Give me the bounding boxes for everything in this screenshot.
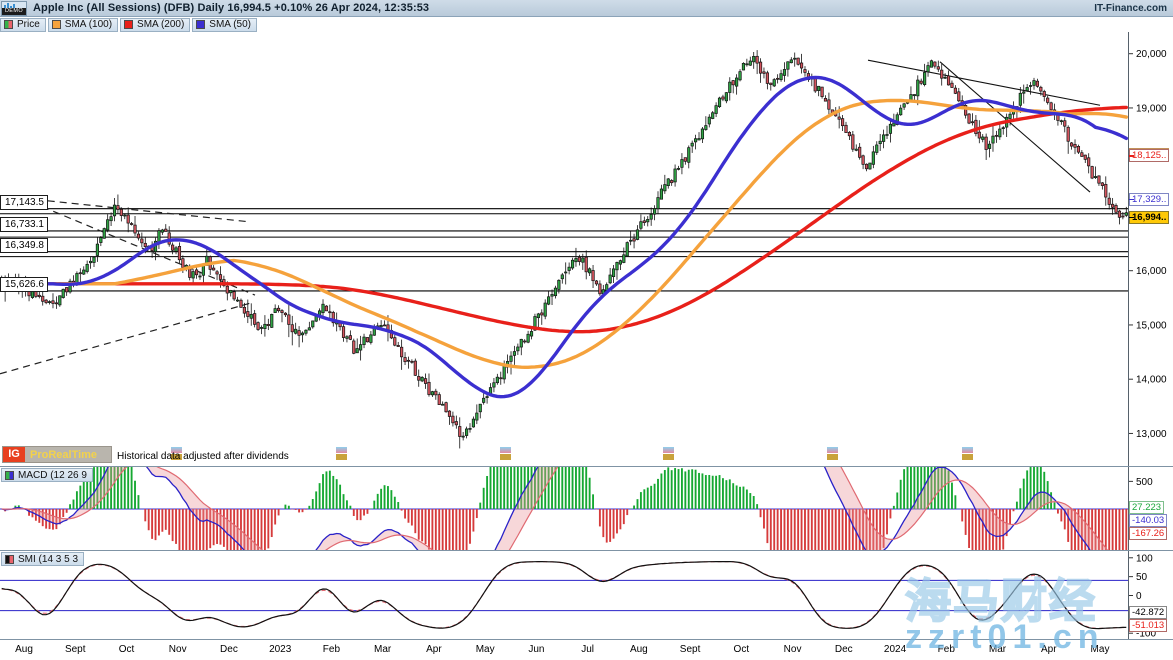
svg-text:16,000: 16,000 bbox=[1136, 266, 1167, 277]
macd-value-blue[interactable]: -140.03 bbox=[1129, 514, 1168, 527]
date-axis[interactable]: Aug Sept Oct Nov Dec 2023 Feb Mar Apr May Jun Jul Au… bbox=[0, 639, 1173, 660]
dividend-marker-icon[interactable] bbox=[171, 447, 182, 460]
date-label-2024: 2024 bbox=[883, 644, 907, 655]
legend-label-sma50: SMA (50) bbox=[209, 19, 251, 30]
smi-plot-area[interactable] bbox=[0, 551, 1128, 639]
svg-text:0: 0 bbox=[1136, 591, 1142, 602]
date-label-feb: Feb bbox=[322, 644, 341, 655]
legend-label-sma200: SMA (200) bbox=[137, 19, 185, 30]
macd-swatch-icon bbox=[5, 470, 14, 480]
dividend-marker-icon[interactable] bbox=[962, 447, 973, 460]
smi-title-chip[interactable]: SMI (14 3 5 3 bbox=[1, 552, 85, 566]
macd-title-chip[interactable]: MACD (12 26 9 bbox=[1, 468, 93, 482]
date-label-jun: Jun bbox=[528, 644, 545, 655]
price-level-156266[interactable]: 15,626.6 bbox=[0, 276, 48, 292]
dividend-marker-icon[interactable] bbox=[336, 447, 347, 460]
svg-text:50: 50 bbox=[1136, 572, 1148, 583]
smi-value-black[interactable]: -42.872 bbox=[1129, 605, 1168, 619]
legend-label-price: Price bbox=[17, 19, 40, 30]
dividend-marker-icon[interactable] bbox=[663, 447, 674, 460]
macd-title-label: MACD (12 26 9 bbox=[18, 469, 87, 481]
svg-text:13,000: 13,000 bbox=[1136, 429, 1167, 440]
sma200-swatch-icon bbox=[124, 20, 134, 29]
brand-label: IT-Finance.com bbox=[1094, 2, 1167, 14]
price-axis[interactable]: 20,000 19,000 16,000 15,000 14,000 13,000 bbox=[1128, 32, 1173, 466]
price-level-167331[interactable]: 16,733.1 bbox=[0, 216, 48, 232]
smi-axis-svg: 100 50 0 -100 bbox=[1129, 553, 1156, 640]
smi-value-red[interactable]: -51.013 bbox=[1129, 618, 1168, 632]
date-label-nov: Nov bbox=[168, 644, 187, 655]
date-label-aug: Aug bbox=[15, 644, 33, 655]
macd-value-green[interactable]: 27.223 bbox=[1129, 501, 1165, 514]
sma50-swatch-icon bbox=[196, 20, 206, 29]
macd-plot-area[interactable] bbox=[0, 467, 1128, 550]
date-label-2023: 2023 bbox=[269, 644, 292, 655]
dividend-marker-icon[interactable] bbox=[500, 447, 511, 460]
svg-text:14,000: 14,000 bbox=[1136, 375, 1167, 386]
smi-axis[interactable]: 100 50 0 -100 bbox=[1128, 551, 1173, 640]
date-label-oct: Oct bbox=[118, 644, 135, 655]
date-label-mar: Mar bbox=[988, 644, 1007, 655]
date-label-mar: Mar bbox=[374, 644, 392, 655]
dividend-marker-icon[interactable] bbox=[827, 447, 838, 460]
smi-chart-svg bbox=[0, 561, 1128, 630]
svg-text:15,000: 15,000 bbox=[1136, 320, 1167, 331]
legend-item-price[interactable]: Price bbox=[0, 17, 46, 32]
legend-item-sma50[interactable]: SMA (50) bbox=[192, 17, 257, 32]
sma100-swatch-icon bbox=[51, 20, 61, 29]
legend-label-sma100: SMA (100) bbox=[64, 19, 113, 30]
price-axis-svg: 20,000 19,000 16,000 15,000 14,000 13,000 bbox=[1129, 49, 1167, 440]
svg-text:100: 100 bbox=[1136, 553, 1153, 564]
svg-text:19,000: 19,000 bbox=[1136, 103, 1167, 114]
legend-item-sma200[interactable]: SMA (200) bbox=[120, 17, 191, 32]
date-label-dec: Dec bbox=[220, 644, 238, 655]
sma50-tag-tick bbox=[1129, 198, 1134, 201]
ig-logo-label: IG bbox=[3, 447, 25, 462]
prorealtime-label: ProRealTime bbox=[30, 448, 98, 461]
price-level-163498[interactable]: 16,349.8 bbox=[0, 237, 48, 253]
date-label-sept: Sept bbox=[64, 644, 86, 655]
dividend-note: Historical data adjusted after dividends bbox=[117, 451, 289, 462]
macd-value-red[interactable]: -167.26 bbox=[1129, 527, 1168, 540]
date-label-apr: Apr bbox=[1040, 644, 1057, 655]
date-label-aug: Aug bbox=[629, 644, 648, 655]
date-label-jul: Jul bbox=[581, 644, 595, 655]
price-chart-svg bbox=[0, 50, 1128, 449]
sma200-tag[interactable]: 18,125.. bbox=[1129, 149, 1170, 163]
legend-bar: Price SMA (100) SMA (200) SMA (50) bbox=[0, 17, 1173, 32]
date-label-sept: Sept bbox=[679, 644, 701, 655]
date-label-may: May bbox=[1090, 644, 1110, 655]
price-swatch-icon bbox=[4, 20, 13, 29]
price-panel[interactable]: 20,000 19,000 16,000 15,000 14,000 13,000 17,… bbox=[0, 32, 1173, 466]
demo-badge-label: DEMO bbox=[2, 7, 26, 15]
svg-text:20,000: 20,000 bbox=[1136, 49, 1167, 60]
last-price-tag[interactable]: 16,994.. bbox=[1129, 210, 1170, 224]
smi-swatch-icon bbox=[5, 554, 14, 564]
price-plot-area[interactable] bbox=[0, 32, 1128, 466]
demo-badge-icon: DEMO bbox=[1, 0, 27, 16]
legend-item-sma100[interactable]: SMA (100) bbox=[47, 17, 119, 32]
date-label-feb: Feb bbox=[937, 644, 955, 655]
date-label-nov: Nov bbox=[783, 644, 802, 655]
macd-chart-svg bbox=[0, 467, 1128, 550]
sma200-tag-tick bbox=[1129, 155, 1134, 157]
sma50-tag[interactable]: 17,329.. bbox=[1129, 192, 1170, 206]
date-label-dec: Dec bbox=[834, 644, 853, 655]
svg-text:500: 500 bbox=[1136, 477, 1153, 488]
macd-panel[interactable]: MACD (12 26 9 500-500 27.223-140.03-167.… bbox=[0, 466, 1173, 550]
smi-panel[interactable]: SMI (14 3 5 3 100 50 0 -100 -42.872 -51.013 bbox=[0, 550, 1173, 640]
last-price-tag-tick bbox=[1129, 216, 1134, 219]
date-label-may: May bbox=[475, 644, 495, 655]
prorealtime-logo: IG ProRealTime bbox=[2, 446, 112, 463]
date-label-apr: Apr bbox=[426, 644, 442, 655]
smi-title-label: SMI (14 3 5 3 bbox=[18, 553, 79, 565]
date-label-oct: Oct bbox=[733, 644, 750, 655]
title-bar: DEMO Apple Inc (All Sessions) (DFB) Dail… bbox=[0, 0, 1173, 17]
svg-text:-100: -100 bbox=[1136, 629, 1156, 640]
price-level-171435[interactable]: 17,143.5 bbox=[0, 194, 48, 210]
chart-title: Apple Inc (All Sessions) (DFB) Daily 16,… bbox=[33, 2, 430, 14]
